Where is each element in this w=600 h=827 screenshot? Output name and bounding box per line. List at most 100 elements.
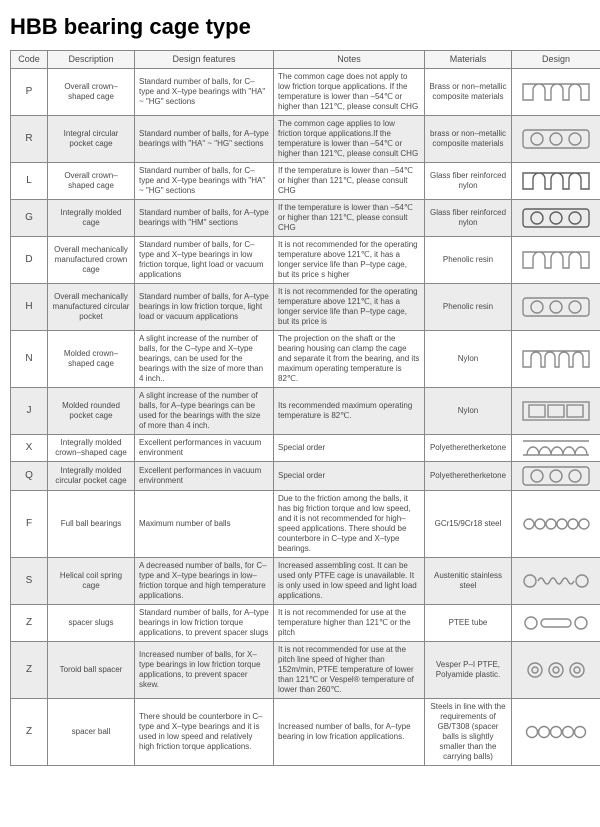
cell-design-icon (512, 69, 600, 116)
cell-materials: brass or non–metallic composite material… (425, 116, 512, 163)
cell-materials: Vesper P–I PTFE, Polyamide plastic. (425, 642, 512, 699)
table-row: Zspacer ballThere should be counterbore … (11, 699, 600, 766)
cell-features: There should be counterbore in C–type an… (135, 699, 274, 766)
cell-code: G (11, 200, 48, 237)
cell-description: Overall mechanically manufactured crown … (48, 237, 135, 284)
cell-features: Standard number of balls, for C–type and… (135, 163, 274, 200)
cell-features: Standard number of balls, for A–type bea… (135, 284, 274, 331)
cell-design-icon (512, 435, 600, 462)
cell-code: Q (11, 462, 48, 491)
cell-description: Molded rounded pocket cage (48, 388, 135, 435)
cell-code: J (11, 388, 48, 435)
cell-code: Z (11, 642, 48, 699)
cell-code: N (11, 331, 48, 388)
cell-design-icon (512, 163, 600, 200)
table-row: Zspacer slugsStandard number of balls, f… (11, 605, 600, 642)
cell-code: D (11, 237, 48, 284)
table-row: GIntegrally molded cageStandard number o… (11, 200, 600, 237)
cell-notes: It is not recommended for the operating … (274, 284, 425, 331)
cell-design-icon (512, 237, 600, 284)
cell-features: Standard number of balls, for A–type bea… (135, 605, 274, 642)
cell-materials: PTEE tube (425, 605, 512, 642)
cell-materials: Glass fiber reinforced nylon (425, 200, 512, 237)
table-row: QIntegrally molded circular pocket cageE… (11, 462, 600, 491)
cell-design-icon (512, 116, 600, 163)
cell-design-icon (512, 699, 600, 766)
table-row: DOverall mechanically manufactured crown… (11, 237, 600, 284)
cell-notes: It is not recommended for use at the pit… (274, 642, 425, 699)
table-row: XIntegrally molded crown–shaped cageExce… (11, 435, 600, 462)
cell-notes: It is not recommended for the operating … (274, 237, 425, 284)
cell-materials: Polyetheretherketone (425, 462, 512, 491)
cell-code: L (11, 163, 48, 200)
cell-description: Integral circular pocket cage (48, 116, 135, 163)
th-notes: Notes (274, 51, 425, 69)
cell-design-icon (512, 331, 600, 388)
cell-features: Standard number of balls, for C–type and… (135, 237, 274, 284)
cell-description: Toroid ball spacer (48, 642, 135, 699)
cell-description: Full ball bearings (48, 491, 135, 558)
table-row: RIntegral circular pocket cageStandard n… (11, 116, 600, 163)
page-title: HBB bearing cage type (10, 14, 590, 40)
table-row: FFull ball bearingsMaximum number of bal… (11, 491, 600, 558)
cell-features: A slight increase of the number of balls… (135, 388, 274, 435)
cell-code: Z (11, 699, 48, 766)
cell-features: Excellent performances in vacuum environ… (135, 435, 274, 462)
cell-notes: Due to the friction among the balls, it … (274, 491, 425, 558)
cell-features: Standard number of balls, for A–type bea… (135, 116, 274, 163)
cell-notes: Special order (274, 435, 425, 462)
cell-description: Helical coil spring cage (48, 558, 135, 605)
cell-features: A slight increase of the number of balls… (135, 331, 274, 388)
cage-type-table: Code Description Design features Notes M… (10, 50, 600, 766)
cell-materials: Glass fiber reinforced nylon (425, 163, 512, 200)
cell-description: Overall crown–shaped cage (48, 69, 135, 116)
cell-features: Excellent performances in vacuum environ… (135, 462, 274, 491)
cell-notes: Increased assembling cost. It can be use… (274, 558, 425, 605)
cell-code: S (11, 558, 48, 605)
cell-code: R (11, 116, 48, 163)
cell-design-icon (512, 284, 600, 331)
table-row: POverall crown–shaped cageStandard numbe… (11, 69, 600, 116)
cell-design-icon (512, 388, 600, 435)
cell-code: Z (11, 605, 48, 642)
table-row: SHelical coil spring cageA decreased num… (11, 558, 600, 605)
cell-features: Increased number of balls, for X–type be… (135, 642, 274, 699)
cell-features: Maximum number of balls (135, 491, 274, 558)
cell-notes: The projection on the shaft or the beari… (274, 331, 425, 388)
cell-description: Overall mechanically manufactured circul… (48, 284, 135, 331)
cell-description: Molded crown–shaped cage (48, 331, 135, 388)
cell-design-icon (512, 558, 600, 605)
cell-features: A decreased number of balls, for C–type … (135, 558, 274, 605)
table-row: NMolded crown–shaped cageA slight increa… (11, 331, 600, 388)
cell-materials: Polyetheretherketone (425, 435, 512, 462)
cell-code: H (11, 284, 48, 331)
table-row: HOverall mechanically manufactured circu… (11, 284, 600, 331)
table-header-row: Code Description Design features Notes M… (11, 51, 600, 69)
cell-notes: If the temperature is lower than –54℃ or… (274, 200, 425, 237)
cell-materials: GCr15/9Cr18 steel (425, 491, 512, 558)
cell-materials: Phenolic resin (425, 284, 512, 331)
cell-design-icon (512, 642, 600, 699)
cell-description: spacer slugs (48, 605, 135, 642)
cell-description: Integrally molded cage (48, 200, 135, 237)
cell-code: F (11, 491, 48, 558)
cell-notes: The common cage does not apply to low fr… (274, 69, 425, 116)
cell-notes: Special order (274, 462, 425, 491)
cell-design-icon (512, 200, 600, 237)
th-features: Design features (135, 51, 274, 69)
cell-materials: Nylon (425, 388, 512, 435)
th-code: Code (11, 51, 48, 69)
cell-features: Standard number of balls, for A–type bea… (135, 200, 274, 237)
cell-description: Overall crown–shaped cage (48, 163, 135, 200)
table-row: ZToroid ball spacerIncreased number of b… (11, 642, 600, 699)
cell-design-icon (512, 491, 600, 558)
th-materials: Materials (425, 51, 512, 69)
th-description: Description (48, 51, 135, 69)
cell-notes: The common cage applies to low friction … (274, 116, 425, 163)
cell-description: Integrally molded circular pocket cage (48, 462, 135, 491)
cell-materials: Steels in line with the requirements of … (425, 699, 512, 766)
cell-materials: Nylon (425, 331, 512, 388)
cell-materials: Phenolic resin (425, 237, 512, 284)
cell-design-icon (512, 605, 600, 642)
cell-notes: Increased number of balls, for A–type be… (274, 699, 425, 766)
